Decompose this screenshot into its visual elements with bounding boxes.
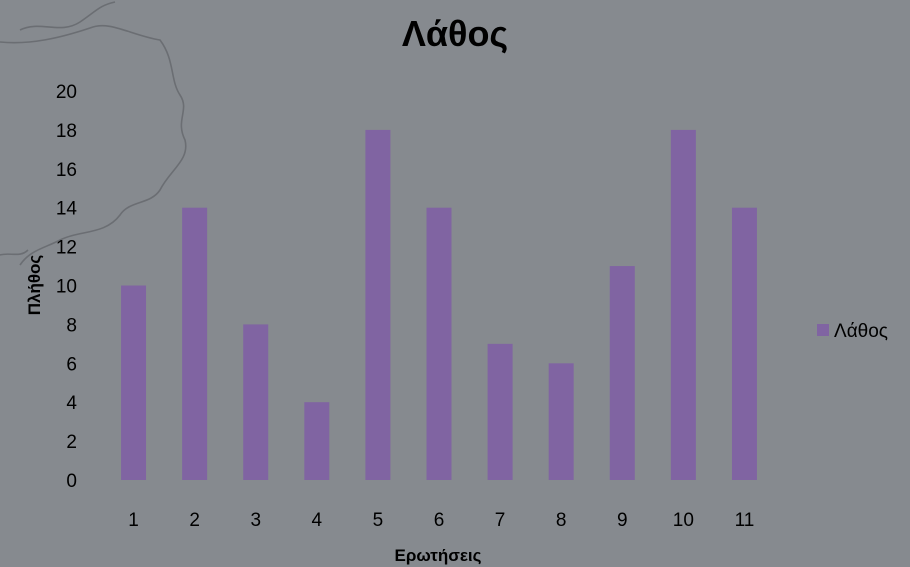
y-tick-label: 8 <box>66 315 77 336</box>
bar <box>121 285 147 480</box>
y-tick-label: 18 <box>56 121 77 142</box>
bar <box>426 207 452 480</box>
y-tick-label: 14 <box>56 199 78 220</box>
y-tick-label: 6 <box>66 354 77 375</box>
y-tick-label: 20 <box>56 82 77 103</box>
y-tick-label: 16 <box>56 160 77 181</box>
x-axis-title: Ερωτήσεις <box>395 546 482 565</box>
x-tick-label: 1 <box>128 510 139 531</box>
x-tick-label: 2 <box>189 510 200 531</box>
bar <box>182 207 208 480</box>
y-tick-label: 2 <box>66 432 77 453</box>
x-tick-label: 3 <box>250 510 261 531</box>
x-tick-label: 5 <box>373 510 384 531</box>
y-axis-ticks: 0 2 4 6 8 10 12 14 16 18 20 <box>56 82 78 492</box>
y-tick-label: 10 <box>56 277 77 298</box>
legend-label: Λάθος <box>834 321 888 342</box>
bar <box>243 324 269 480</box>
y-tick-label: 4 <box>66 393 77 414</box>
x-tick-label: 7 <box>495 510 506 531</box>
legend-swatch <box>817 324 829 336</box>
bar <box>304 402 330 480</box>
bars <box>121 129 757 480</box>
y-tick-label: 0 <box>66 471 77 492</box>
chart-title: Λάθος <box>402 13 508 54</box>
bar <box>609 266 635 480</box>
bar <box>548 363 574 480</box>
x-tick-label: 9 <box>617 510 628 531</box>
legend: Λάθος <box>817 321 888 342</box>
x-tick-label: 11 <box>735 510 755 531</box>
x-tick-label: 6 <box>434 510 445 531</box>
y-axis-title: Πλήθος <box>25 255 44 316</box>
x-axis-ticks: 1 2 3 4 5 6 7 8 9 10 11 <box>128 510 754 531</box>
x-tick-label: 10 <box>673 510 694 531</box>
x-tick-label: 8 <box>556 510 567 531</box>
bar <box>487 343 513 480</box>
bar <box>365 129 391 480</box>
x-tick-label: 4 <box>312 510 323 531</box>
decorative-border-line <box>0 1 187 266</box>
y-tick-label: 12 <box>56 238 77 259</box>
bar <box>731 207 757 480</box>
bar <box>670 129 696 480</box>
